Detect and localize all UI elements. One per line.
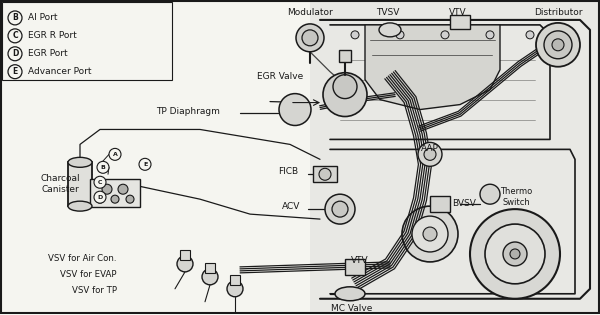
Text: D: D: [12, 49, 18, 58]
Circle shape: [503, 242, 527, 266]
Circle shape: [325, 194, 355, 224]
Text: TP Diaphragm: TP Diaphragm: [156, 106, 220, 116]
Circle shape: [102, 184, 112, 194]
Circle shape: [94, 176, 106, 188]
Circle shape: [96, 195, 104, 203]
Bar: [230, 275, 240, 285]
Bar: [339, 50, 351, 62]
Text: Charcoal
Canister: Charcoal Canister: [40, 174, 80, 194]
Circle shape: [536, 23, 580, 67]
Circle shape: [8, 47, 22, 61]
Circle shape: [227, 281, 243, 297]
Circle shape: [441, 31, 449, 39]
Ellipse shape: [68, 201, 92, 211]
Text: TVSV: TVSV: [376, 8, 400, 17]
Bar: [430, 196, 450, 212]
Text: EGR Valve: EGR Valve: [257, 72, 303, 81]
Circle shape: [412, 216, 448, 252]
Bar: [68, 162, 92, 206]
Circle shape: [323, 73, 367, 117]
Text: Advancer Port: Advancer Port: [28, 67, 91, 76]
Circle shape: [319, 168, 331, 180]
Circle shape: [470, 209, 560, 299]
Circle shape: [402, 206, 458, 262]
Ellipse shape: [68, 158, 92, 167]
Circle shape: [351, 31, 359, 39]
Circle shape: [544, 31, 572, 59]
Bar: [2, 2, 172, 80]
Circle shape: [526, 31, 534, 39]
Bar: [313, 166, 337, 182]
Text: A: A: [113, 152, 118, 157]
Circle shape: [485, 224, 545, 284]
Circle shape: [332, 201, 348, 217]
Text: EGR R Port: EGR R Port: [28, 32, 77, 40]
Text: VTV: VTV: [351, 256, 369, 265]
Circle shape: [109, 148, 121, 160]
Text: FICB: FICB: [278, 167, 298, 176]
Bar: [450, 15, 470, 29]
Text: VTV: VTV: [449, 8, 467, 17]
Text: E: E: [143, 162, 147, 167]
Text: VSV for TP: VSV for TP: [72, 286, 117, 295]
Text: B: B: [101, 165, 106, 170]
Circle shape: [202, 269, 218, 285]
Circle shape: [424, 148, 436, 160]
Circle shape: [552, 39, 564, 51]
Text: ACV: ACV: [281, 202, 300, 211]
Circle shape: [396, 31, 404, 39]
Text: B: B: [12, 14, 18, 22]
Polygon shape: [365, 25, 500, 110]
Text: BVSV: BVSV: [452, 199, 476, 208]
Text: Distributor: Distributor: [534, 8, 582, 17]
Text: VSV for EVAP: VSV for EVAP: [60, 270, 116, 279]
Circle shape: [118, 184, 128, 194]
Circle shape: [94, 191, 106, 203]
Text: Modulator: Modulator: [287, 8, 333, 17]
Bar: [180, 250, 190, 260]
Text: E: E: [13, 67, 17, 76]
Circle shape: [480, 184, 500, 204]
Text: AAP: AAP: [421, 144, 439, 153]
Circle shape: [126, 195, 134, 203]
Circle shape: [8, 29, 22, 43]
Circle shape: [296, 24, 324, 52]
Circle shape: [8, 11, 22, 25]
Circle shape: [302, 30, 318, 46]
Ellipse shape: [379, 23, 401, 37]
Bar: [90, 179, 140, 207]
Circle shape: [111, 195, 119, 203]
Bar: [205, 263, 215, 273]
Text: MC Valve: MC Valve: [331, 304, 373, 313]
Circle shape: [97, 161, 109, 173]
Circle shape: [418, 142, 442, 166]
Circle shape: [510, 249, 520, 259]
Polygon shape: [310, 0, 600, 314]
Circle shape: [139, 158, 151, 170]
Circle shape: [8, 65, 22, 79]
Text: Thermo
Switch: Thermo Switch: [500, 187, 532, 207]
Circle shape: [279, 94, 311, 125]
Circle shape: [333, 75, 357, 99]
Circle shape: [177, 256, 193, 272]
Text: D: D: [97, 195, 103, 200]
Bar: [345, 259, 365, 275]
Text: C: C: [98, 180, 102, 185]
Circle shape: [423, 227, 437, 241]
Ellipse shape: [335, 287, 365, 301]
Text: AI Port: AI Port: [28, 14, 58, 22]
Text: EGR Port: EGR Port: [28, 49, 68, 58]
Text: VSV for Air Con.: VSV for Air Con.: [48, 254, 116, 263]
Circle shape: [486, 31, 494, 39]
Text: C: C: [12, 32, 18, 40]
